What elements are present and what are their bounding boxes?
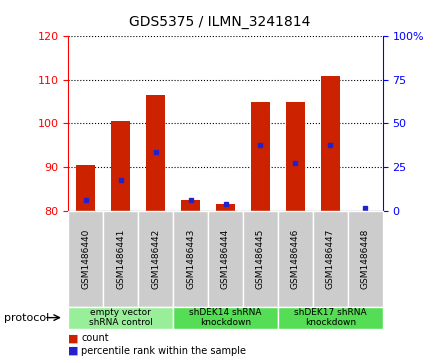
Text: GSM1486447: GSM1486447 [326, 228, 335, 289]
Bar [321, 76, 340, 211]
Bar [146, 95, 165, 211]
Text: protocol: protocol [4, 313, 50, 323]
Text: shDEK17 shRNA
knockdown: shDEK17 shRNA knockdown [294, 308, 367, 327]
Bar [286, 102, 305, 211]
Text: GSM1486446: GSM1486446 [291, 228, 300, 289]
Text: count: count [81, 333, 109, 343]
Text: GSM1486445: GSM1486445 [256, 228, 265, 289]
Bar [181, 200, 200, 211]
Text: GSM1486440: GSM1486440 [81, 228, 90, 289]
Text: GSM1486442: GSM1486442 [151, 229, 160, 289]
Text: percentile rank within the sample: percentile rank within the sample [81, 346, 246, 356]
Text: GSM1486448: GSM1486448 [361, 228, 370, 289]
Text: GDS5375 / ILMN_3241814: GDS5375 / ILMN_3241814 [129, 15, 311, 29]
Text: empty vector
shRNA control: empty vector shRNA control [89, 308, 153, 327]
Bar [251, 102, 270, 211]
Text: ■: ■ [68, 333, 79, 343]
Text: shDEK14 shRNA
knockdown: shDEK14 shRNA knockdown [189, 308, 262, 327]
Bar [216, 204, 235, 211]
Text: GSM1486441: GSM1486441 [116, 228, 125, 289]
Text: ■: ■ [68, 346, 79, 356]
Text: GSM1486444: GSM1486444 [221, 229, 230, 289]
Bar [111, 121, 130, 211]
Text: GSM1486443: GSM1486443 [186, 228, 195, 289]
Bar [76, 165, 95, 211]
